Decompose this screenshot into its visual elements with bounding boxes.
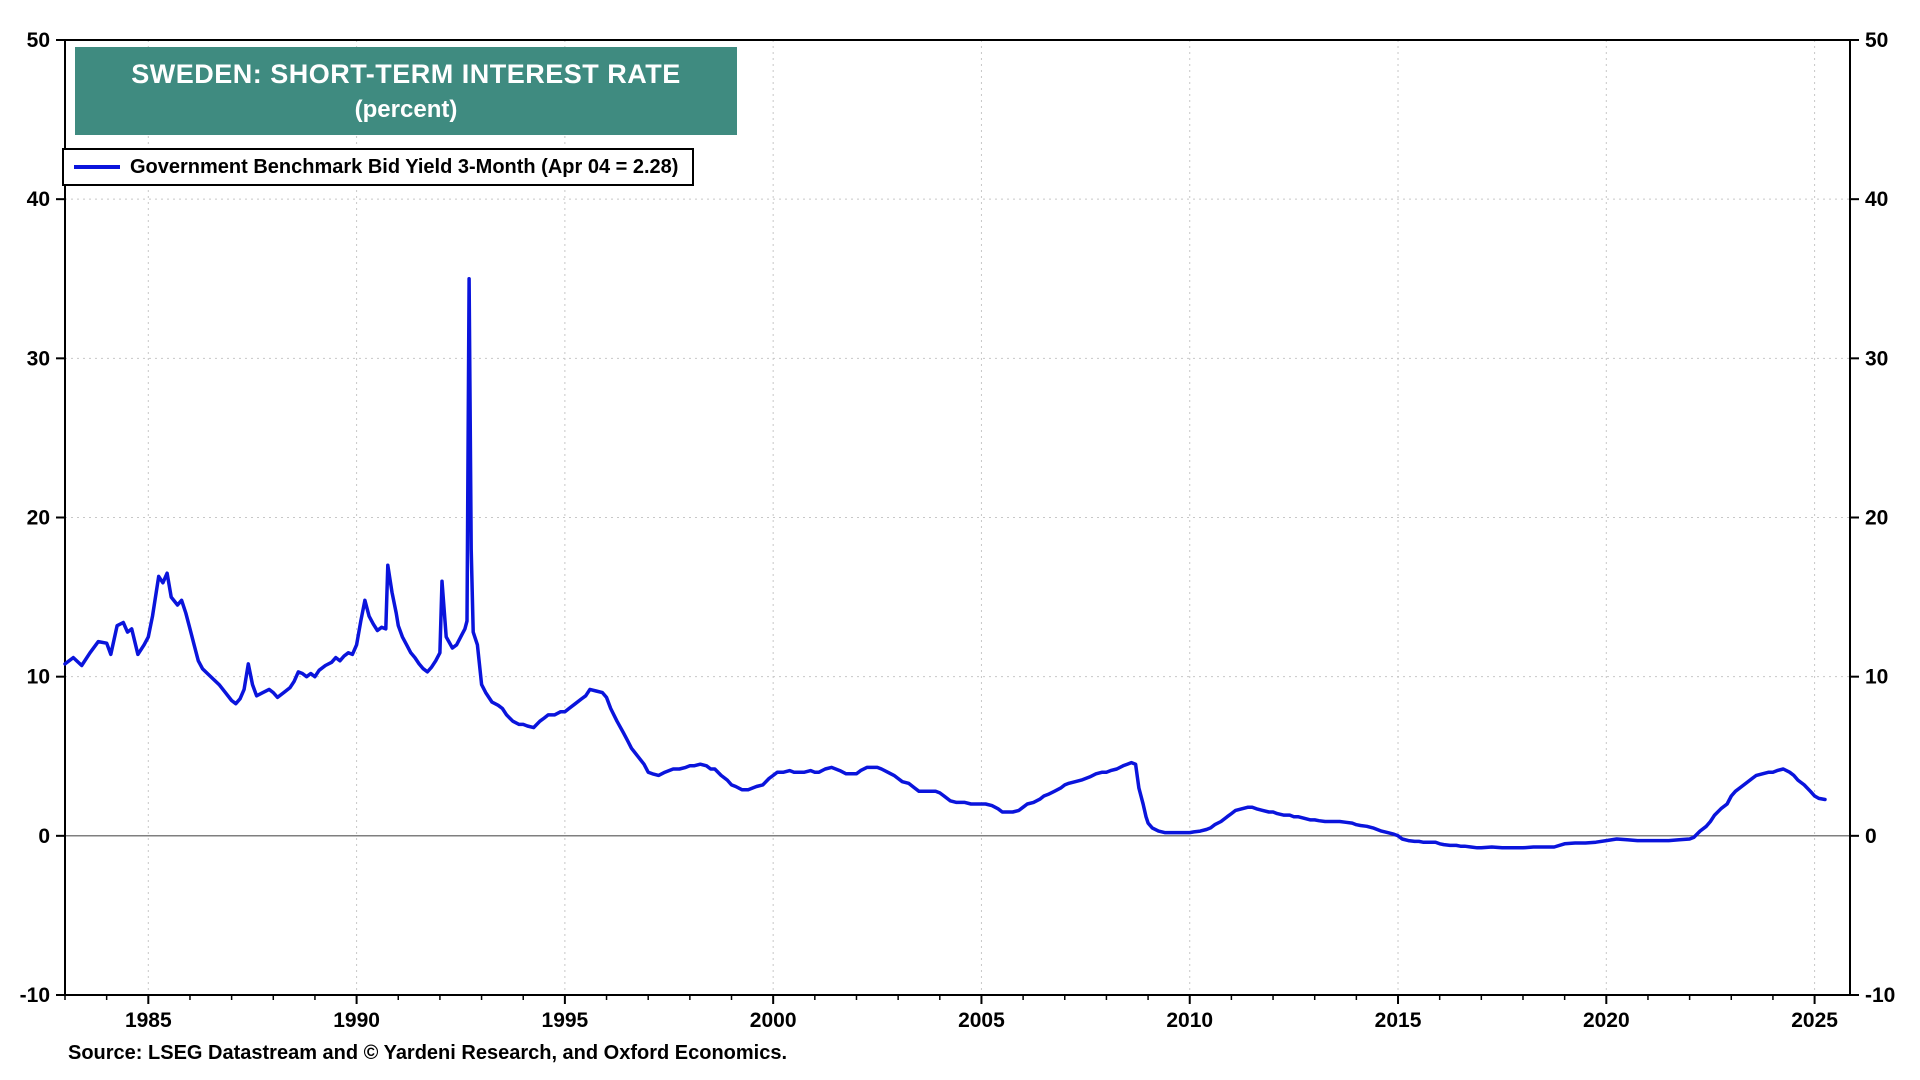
x-axis-label: 1995 [542, 1009, 589, 1032]
y-axis-label-left: 20 [27, 507, 50, 530]
chart-title-box: SWEDEN: SHORT-TERM INTEREST RATE (percen… [75, 47, 737, 135]
y-axis-label-left: 10 [27, 666, 50, 689]
source-note: Source: LSEG Datastream and © Yardeni Re… [68, 1042, 788, 1064]
legend: Government Benchmark Bid Yield 3-Month (… [62, 148, 695, 186]
y-axis-label-right: 50 [1865, 29, 1888, 52]
chart-subtitle: (percent) [354, 95, 458, 123]
y-axis-label-left: 0 [38, 825, 50, 848]
x-axis-label: 2000 [750, 1009, 797, 1032]
y-axis-label-right: 40 [1865, 188, 1888, 211]
plot-frame [64, 39, 1851, 996]
x-axis-label: 2020 [1583, 1009, 1630, 1032]
chart-title: SWEDEN: SHORT-TERM INTEREST RATE [131, 58, 681, 89]
y-axis-label-right: 10 [1865, 666, 1888, 689]
y-axis-label-left: 30 [27, 347, 50, 370]
x-axis-label: 2005 [958, 1009, 1005, 1032]
data-series-line [63, 277, 1827, 850]
y-axis-label-left: 50 [27, 29, 50, 52]
x-axis-label: 2015 [1375, 1009, 1422, 1032]
x-axis-label: 1990 [333, 1009, 380, 1032]
legend-line-sample-icon [74, 165, 120, 169]
y-axis-label-right: 30 [1865, 347, 1888, 370]
y-axis-label-right: 0 [1865, 825, 1877, 848]
y-axis-label-left: -10 [20, 984, 50, 1007]
x-axis-label: 2025 [1791, 1009, 1838, 1032]
legend-label: Government Benchmark Bid Yield 3-Month (… [130, 155, 679, 178]
x-axis-label: 2010 [1166, 1009, 1213, 1032]
y-axis-label-left: 40 [27, 188, 50, 211]
y-axis-label-right: -10 [1865, 984, 1895, 1007]
x-axis-label: 1985 [125, 1009, 172, 1032]
y-axis-label-right: 20 [1865, 507, 1888, 530]
